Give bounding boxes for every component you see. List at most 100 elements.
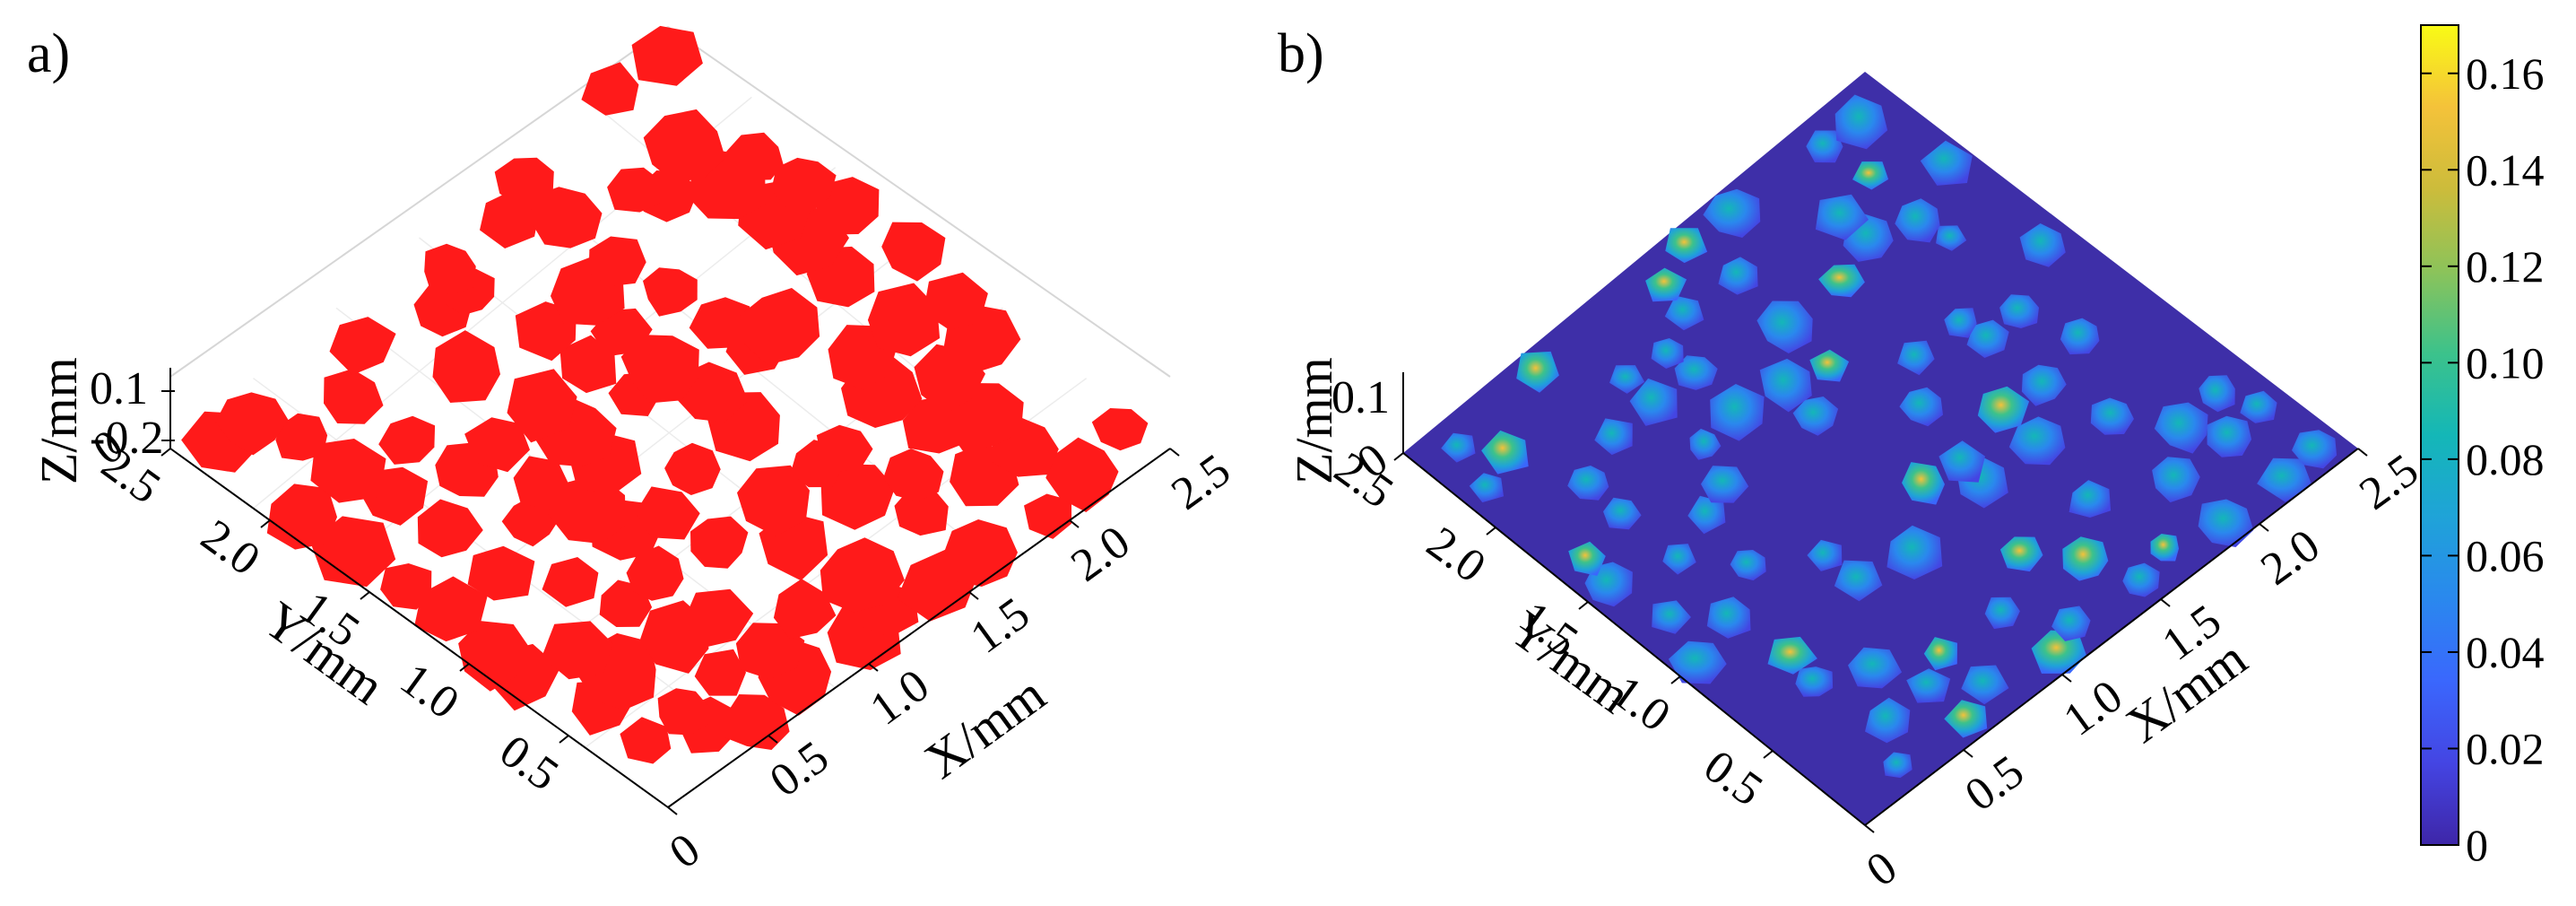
surface-bump [1792, 396, 1839, 436]
panel-b-x-tick-label: 2.5 [2351, 444, 2428, 519]
panel-a-x-tick-label: 0 [661, 823, 710, 878]
surface-bump [1902, 462, 1945, 505]
surface-grain [530, 187, 603, 248]
surface-bump [2198, 499, 2254, 547]
surface-grain [424, 243, 476, 295]
surface-bump [1652, 600, 1691, 634]
panel-b-y-axis-line [1402, 452, 1866, 826]
panel-a-xlabel: X/mm [914, 665, 1055, 790]
surface-grain [657, 688, 708, 736]
panel-b-x-tick-mark [2259, 523, 2269, 532]
surface-bump [1703, 188, 1761, 238]
surface-grain [417, 499, 483, 558]
surface-bump [2122, 562, 2160, 597]
surface-grain [816, 424, 873, 472]
colorbar: 0 0.02 0.04 0.06 0.08 0.10 0.12 0.14 0.16 [2420, 24, 2545, 870]
surface-grain [643, 109, 725, 183]
panel-label-b: b) [1278, 23, 1324, 84]
panel-b-x-tick-label: 2.0 [2252, 519, 2329, 595]
surface-bump [1759, 358, 1812, 413]
surface-bump [2257, 457, 2312, 502]
surface-grain [464, 417, 530, 473]
panel-b-y-tick-label: 0.5 [1695, 741, 1772, 816]
panel-a-back-edge [667, 26, 1171, 378]
surface-grain [773, 579, 837, 640]
surface-bump [2019, 223, 2066, 267]
surface-bump [1662, 544, 1696, 575]
surface-bump [1674, 355, 1718, 390]
surface-grain [820, 537, 905, 613]
panel-b: b) 00.51.01.52.02.50.51.01.52.02.5 X/mm … [1278, 23, 2428, 897]
panel-a-y-tick-mark [260, 519, 271, 528]
surface-bump [1815, 194, 1869, 240]
colorbar-tick-label: 0.08 [2466, 434, 2545, 484]
panel-a-z-tick-label: -0.2 [90, 413, 163, 464]
surface-bump [1923, 637, 1957, 671]
surface-bump [2062, 536, 2109, 581]
panel-b-zlabel: Z/mm [1285, 357, 1343, 484]
surface-bump [2207, 415, 2252, 457]
surface-grain [310, 439, 386, 503]
panel-a-x-tick-mark [768, 735, 778, 744]
panel-a-z-tick-label: 0.1 [90, 363, 148, 414]
colorbar-tick-label: 0.06 [2466, 530, 2545, 580]
surface-bump [2051, 605, 2091, 641]
surface-grain [689, 297, 754, 349]
surface-grain [620, 335, 699, 404]
panel-b-x-tick-mark [2160, 598, 2171, 607]
surface-grain [432, 330, 500, 403]
surface-grain [607, 167, 662, 213]
surface-bump [1895, 198, 1940, 243]
surface-grain [690, 516, 749, 569]
surface-bump [1807, 539, 1843, 571]
surface-grain [467, 545, 535, 601]
surface-bump [1848, 647, 1903, 689]
panel-b-y-tick-mark [1763, 750, 1774, 759]
surface-grain [894, 488, 949, 536]
surface-grain [542, 621, 613, 680]
panel-a-back-edge [169, 26, 669, 378]
surface-grain [310, 516, 396, 588]
panel-a-y-axis-line [169, 448, 669, 808]
surface-bump [1906, 668, 1951, 703]
surface-grain [329, 317, 396, 375]
surface-grain [739, 288, 820, 365]
surface-grain [771, 157, 837, 212]
surface-bump [2292, 430, 2337, 469]
surface-bump [1984, 597, 2020, 630]
panel-b-y-tick-mark [1578, 601, 1589, 610]
colorbar-tick-label: 0.04 [2466, 627, 2545, 677]
colorbar-ticks: 0 0.02 0.04 0.06 0.08 0.10 0.12 0.14 0.16 [2421, 48, 2545, 870]
panel-b-base-plane [1403, 72, 2358, 825]
surface-grain [414, 576, 488, 642]
colorbar-tick-label: 0.10 [2466, 337, 2545, 388]
surface-bump [1706, 597, 1751, 639]
panel-a-x-tick-mark [868, 663, 879, 672]
panel-a: a) 00.51.01.52.02.50.51.01.52.02.5 X/mm … [27, 23, 1240, 879]
surface-bump [1977, 386, 2030, 433]
panel-a-x-axis-line [667, 448, 1171, 808]
surface-bump [2150, 534, 2179, 562]
surface-grain [735, 623, 805, 680]
surface-bump [1718, 257, 1758, 295]
surface-grain [1091, 408, 1149, 451]
surface-bump [1939, 440, 1985, 483]
colorbar-bar [2420, 24, 2459, 846]
surface-bump [1629, 378, 1678, 426]
surface-grain [588, 236, 646, 287]
surface-bump [1609, 365, 1645, 394]
panel-a-x-tick-label: 2.5 [1163, 444, 1240, 519]
surface-bump [1603, 497, 1642, 530]
surface-bump [1568, 541, 1606, 576]
surface-grain [275, 413, 328, 461]
surface-bump [1834, 94, 1888, 150]
colorbar-tick-label: 0.12 [2466, 241, 2545, 292]
surface-bump [1441, 432, 1476, 463]
surface-bump [1710, 384, 1765, 441]
panel-b-x-tick-label: 0 [1858, 841, 1907, 896]
surface-bump [1936, 225, 1967, 251]
surface-bump [1852, 161, 1889, 190]
surface-grain [215, 392, 289, 456]
surface-bump [2031, 630, 2086, 674]
surface-grain [664, 442, 721, 495]
